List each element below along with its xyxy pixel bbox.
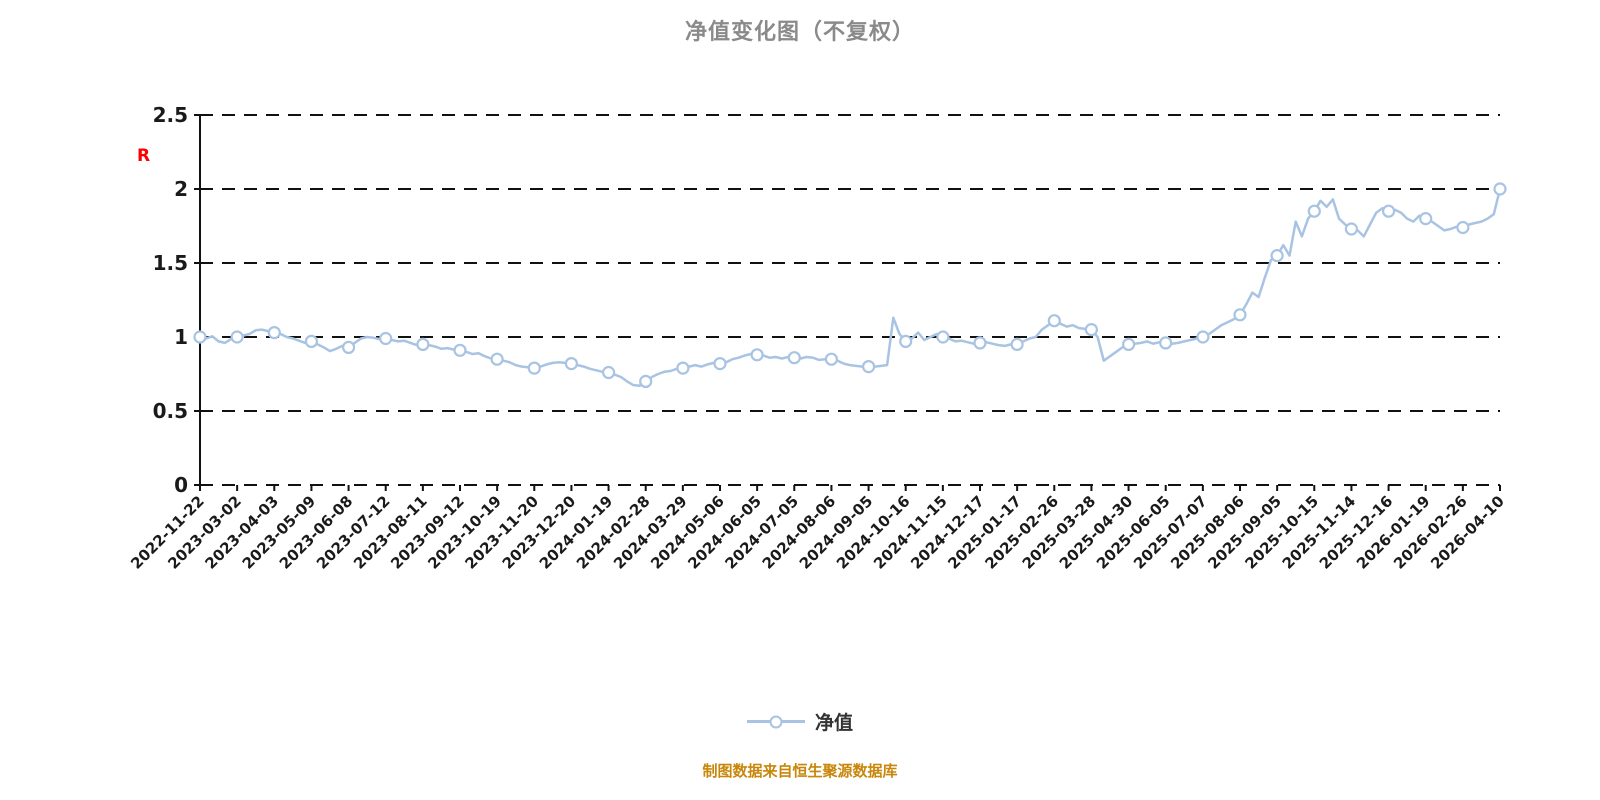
svg-text:0: 0 [174, 473, 188, 497]
data-source-note: 制图数据来自恒生聚源数据库 [702, 762, 898, 780]
legend: 净值 [0, 708, 1600, 735]
watermark-r: R [137, 146, 151, 166]
legend-label: 净值 [814, 712, 853, 734]
chart-title: 净值变化图（不复权） [684, 20, 915, 45]
netvalue-line-chart: 00.511.522.52022-11-222023-03-022023-04-… [127, 103, 1508, 573]
legend-line-sample [746, 715, 805, 728]
svg-text:1: 1 [174, 325, 188, 349]
svg-text:1.5: 1.5 [153, 251, 188, 275]
svg-text:0.5: 0.5 [153, 399, 188, 423]
svg-text:2: 2 [174, 177, 188, 201]
svg-text:2.5: 2.5 [153, 103, 188, 127]
legend-marker-dot [769, 715, 783, 728]
